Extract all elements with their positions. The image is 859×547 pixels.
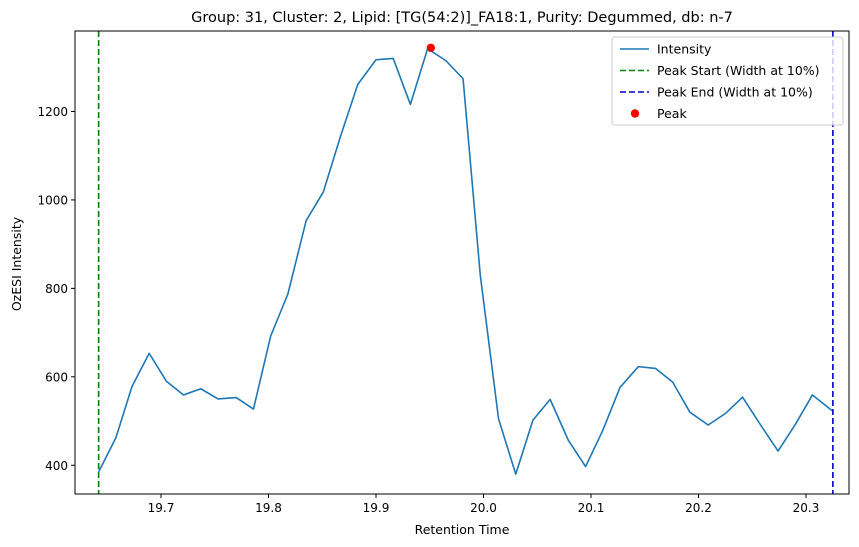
x-tick-label: 19.9 bbox=[363, 501, 390, 515]
intensity-line bbox=[97, 47, 834, 475]
legend-label: Intensity bbox=[657, 42, 712, 57]
y-tick-label: 1200 bbox=[37, 105, 68, 119]
legend-box bbox=[611, 36, 844, 126]
legend-swatch-peak bbox=[630, 109, 640, 118]
legend-label: Peak End (Width at 10%) bbox=[657, 85, 813, 100]
x-tick-label: 20.3 bbox=[793, 501, 820, 515]
x-tick-label: 19.8 bbox=[255, 501, 282, 515]
legend-label: Peak Start (Width at 10%) bbox=[657, 63, 820, 78]
x-tick-label: 20.0 bbox=[470, 501, 497, 515]
y-tick-label: 1000 bbox=[37, 193, 68, 207]
y-tick-label: 400 bbox=[45, 459, 68, 473]
y-axis-label: OzESI Intensity bbox=[9, 216, 24, 311]
y-axis: 400 600 800 1000 1200 bbox=[37, 105, 75, 473]
x-axis: 19.7 19.8 19.9 20.0 20.1 20.2 20.3 bbox=[148, 494, 820, 515]
legend-label: Peak bbox=[657, 106, 687, 121]
y-tick-label: 800 bbox=[45, 282, 68, 296]
x-tick-label: 19.7 bbox=[148, 501, 175, 515]
legend: Intensity Peak Start (Width at 10%) Peak E… bbox=[611, 36, 844, 126]
plot-frame bbox=[74, 30, 850, 495]
peak-marker bbox=[426, 43, 436, 53]
y-tick-label: 600 bbox=[45, 370, 68, 384]
x-axis-label: Retention Time bbox=[415, 522, 510, 537]
chart-title: Group: 31, Cluster: 2, Lipid: [TG(54:2)]… bbox=[191, 10, 733, 26]
x-tick-label: 20.1 bbox=[578, 501, 605, 515]
x-tick-label: 20.2 bbox=[685, 501, 712, 515]
